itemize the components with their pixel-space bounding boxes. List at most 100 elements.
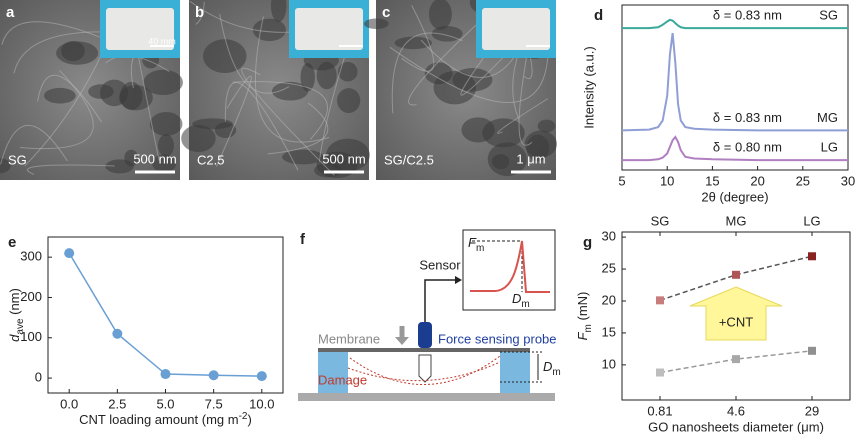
pore: [452, 67, 493, 92]
annotation: δ = 0.83 nm: [713, 8, 782, 23]
top-tick-label: SG: [651, 213, 670, 228]
fiber: [241, 67, 335, 176]
base: [298, 393, 555, 401]
pore: [149, 112, 183, 136]
y-tick-label: 25: [602, 260, 616, 275]
pore: [270, 0, 287, 22]
series-line: [621, 32, 848, 132]
x-tick-label: 5: [618, 173, 625, 188]
diagram-f: f Fm Dm Sensor Membrane Force sensing pr…: [298, 229, 561, 401]
sample-label: C2.5: [197, 152, 224, 167]
panel-label: g: [583, 234, 592, 251]
pore: [202, 39, 247, 74]
sample-label: SG: [8, 152, 27, 167]
label-part: (mN): [575, 292, 590, 325]
x-tick-label: 7.5: [205, 396, 223, 411]
pore: [482, 118, 525, 148]
x-tick-label: 2.5: [108, 396, 126, 411]
label-part: D: [512, 291, 521, 306]
damage-curve: [347, 361, 501, 382]
depth-label: Dm: [543, 359, 561, 377]
x-tick-label: 25: [796, 173, 810, 188]
fiber: [391, 32, 463, 114]
y-tick-label: 15: [602, 324, 616, 339]
series-line: [622, 135, 848, 162]
panel-label: a: [6, 4, 15, 21]
y-tick-label: 20: [602, 292, 616, 307]
pore: [105, 159, 134, 174]
pore: [394, 36, 433, 50]
y-axis-label: Intensity (a.u.): [581, 46, 596, 128]
pore: [100, 79, 129, 107]
annotation: δ = 0.80 nm: [713, 140, 782, 155]
x-tick-label: 15: [705, 173, 719, 188]
pore: [0, 158, 11, 174]
sample-label: SG/C2.5: [384, 152, 434, 167]
label-part: m: [521, 299, 529, 310]
fiber: [408, 17, 484, 106]
pore: [271, 81, 309, 101]
y-tick-label: 10: [602, 356, 616, 371]
plot-frame: [621, 4, 849, 171]
damage-curve: [349, 355, 501, 385]
y-axis-label: Fm (mN): [575, 292, 593, 341]
support: [318, 352, 348, 393]
pore: [152, 154, 177, 173]
pore: [214, 122, 237, 138]
series-line: [68, 252, 262, 377]
sem-images: 40 mm a SG 500 nm b C2.5 500 nm c SG/C2.5 1 μm: [0, 0, 557, 180]
series-line: [622, 18, 848, 30]
pore: [44, 87, 76, 104]
label-part: d: [7, 334, 22, 342]
fiber: [195, 1, 205, 25]
damage-label: Damage: [318, 372, 367, 387]
probe-label: Force sensing probe: [438, 331, 557, 346]
marker: [656, 296, 664, 305]
inset-y-label: Fm: [468, 235, 484, 253]
x-tick-label: 29: [805, 403, 819, 418]
label-part: m: [476, 243, 484, 254]
label-part: CNT loading amount (mg m: [79, 412, 238, 427]
marker: [808, 252, 816, 261]
label-part: m: [552, 367, 560, 378]
fiber: [37, 74, 103, 123]
x-axis-label: 2θ (degree): [701, 189, 768, 204]
support: [500, 352, 530, 393]
sensor-label: Sensor: [419, 257, 461, 272]
arrow-head: [395, 337, 409, 345]
inset-membrane: [482, 8, 550, 50]
inset-x-label: Dm: [512, 291, 530, 309]
fiber: [215, 75, 252, 167]
sem-panel: b C2.5 500 nm: [181, 0, 370, 180]
fiber: [136, 49, 160, 161]
inset-membrane: [295, 8, 363, 50]
fiber: [267, 102, 329, 155]
pore: [143, 69, 183, 96]
y-tick-label: 30: [602, 229, 616, 244]
probe: [418, 322, 432, 348]
x-tick-label: 20: [750, 173, 764, 188]
inset-box: [462, 229, 556, 311]
force-curve: [470, 240, 550, 293]
label-part: (nm): [7, 288, 22, 318]
fiber: [219, 13, 290, 94]
scale-label: 500 nm: [133, 151, 176, 166]
x-tick-label: 0.0: [60, 396, 78, 411]
fiber: [497, 98, 549, 134]
y-tick-label: 200: [20, 289, 42, 304]
panel-label: f: [300, 231, 306, 248]
label-part: F: [468, 235, 477, 250]
marker: [656, 368, 664, 377]
pore: [363, 18, 389, 29]
inset-scale-label: 40 mm: [148, 36, 176, 46]
top-tick-label: MG: [726, 213, 747, 228]
label-part: D: [543, 359, 552, 374]
y-tick-label: 0: [35, 370, 42, 385]
series-label: LG: [821, 140, 838, 155]
pore: [252, 18, 287, 42]
pore: [337, 88, 361, 114]
arrow: [424, 279, 458, 322]
marker: [732, 355, 740, 364]
marker: [112, 328, 123, 339]
